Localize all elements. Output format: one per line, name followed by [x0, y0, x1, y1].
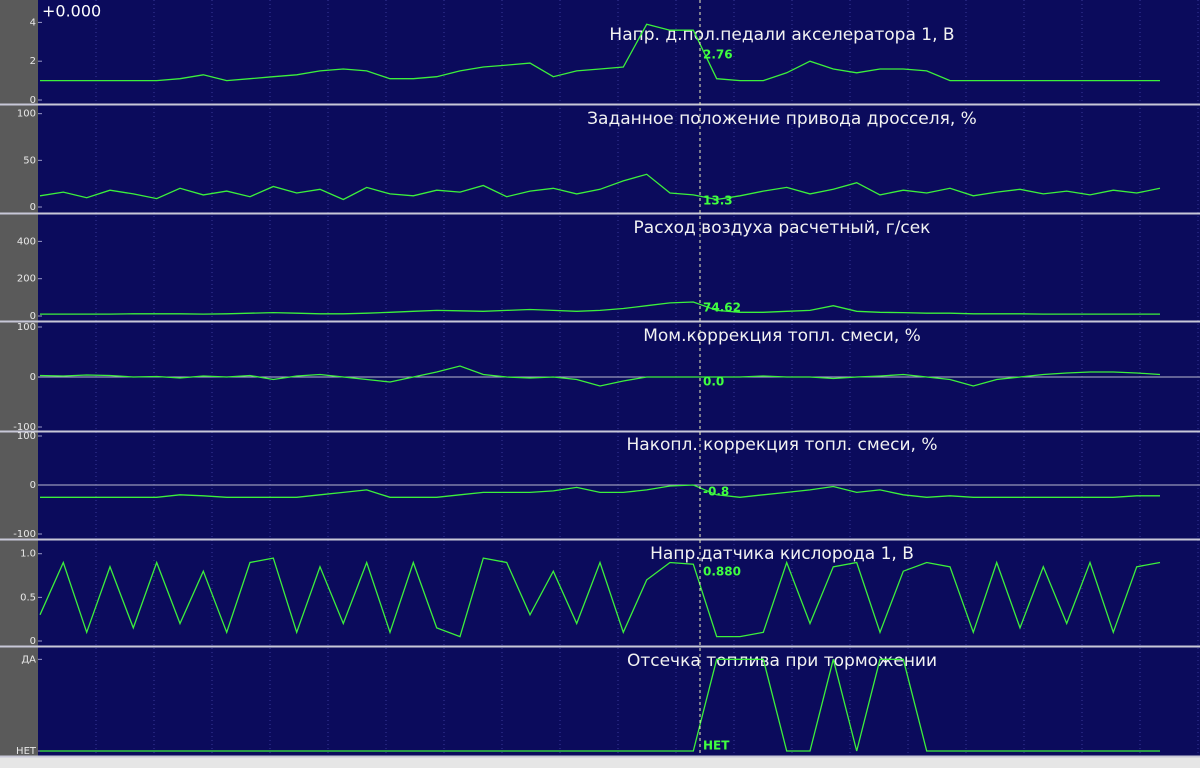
y-tick-label: 2	[30, 56, 36, 67]
y-tick-label: 100	[17, 322, 36, 333]
y-tick-label: 1.0	[20, 549, 36, 560]
panel-title: Заданное положение привода дросселя, %	[587, 109, 977, 129]
left-gutter	[0, 0, 38, 768]
panel-title: Напр.датчика кислорода 1, В	[650, 544, 914, 564]
y-tick-label: 0	[30, 311, 36, 322]
y-tick-label: НЕТ	[16, 746, 37, 757]
y-tick-label: 0.5	[20, 592, 36, 603]
y-tick-label: -100	[13, 422, 36, 433]
signal-line	[40, 301, 1160, 315]
signal-line	[40, 658, 1160, 752]
signal-line	[39, 557, 1161, 638]
panel-title: Напр. д.пол.педали акселератора 1, В	[609, 25, 954, 45]
signal-line	[39, 365, 1161, 387]
panel-title: Мом.коррекция топл. смеси, %	[643, 326, 921, 346]
signal-line	[39, 173, 1161, 201]
panel-title: Отсечка топлива при торможении	[627, 651, 937, 671]
signal-line	[40, 484, 1160, 498]
y-tick-label: 0	[30, 480, 36, 491]
y-tick-label: 0	[30, 636, 36, 647]
cursor-value: 13.3	[703, 194, 733, 208]
y-tick-label: 100	[17, 431, 36, 442]
cursor-value: 0.880	[703, 565, 741, 579]
status-strip	[0, 756, 1200, 768]
y-tick-label: 4	[30, 17, 36, 28]
cursor-value: -0.8	[703, 485, 729, 499]
signal-line	[40, 23, 1160, 82]
cursor-value: НЕТ	[703, 739, 730, 753]
y-tick-label: -100	[13, 529, 36, 540]
y-tick-label: 400	[17, 236, 36, 247]
offset-label: +0.000	[42, 2, 101, 21]
y-tick-label: 50	[23, 155, 36, 166]
y-tick-label: 100	[17, 109, 36, 120]
y-tick-label: ДА	[21, 654, 36, 665]
cursor-value: 2.76	[703, 48, 733, 62]
cursor-value: 74.62	[703, 301, 741, 315]
y-tick-label: 0	[30, 372, 36, 383]
y-tick-label: 200	[17, 274, 36, 285]
panel-title: Накопл. коррекция топл. смеси, %	[627, 435, 938, 455]
cursor-value: 0.0	[703, 375, 724, 389]
y-tick-label: 0	[30, 95, 36, 106]
panel-title: Расход воздуха расчетный, г/сек	[634, 218, 931, 238]
y-tick-label: 0	[30, 202, 36, 213]
